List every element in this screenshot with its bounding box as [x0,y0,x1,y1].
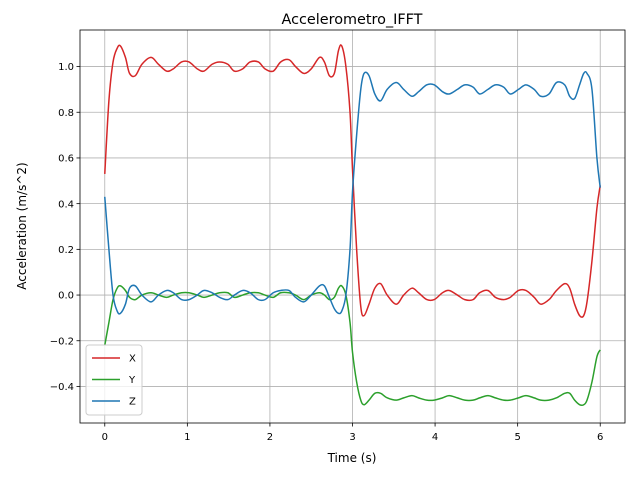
series-line-x [104,44,601,318]
x-axis-label: Time (s) [327,451,377,465]
x-tick-label: 5 [514,432,520,443]
x-tick-label: 4 [432,432,438,443]
y-axis-label: Acceleration (m/s^2) [15,162,29,289]
grid-lines [80,30,625,423]
legend: XYZ [85,344,143,416]
plot-series [104,44,601,407]
x-tick-label: 3 [349,432,355,443]
x-tick-label: 2 [267,432,273,443]
y-tick-label: 0.2 [58,245,74,256]
series-line-z [104,70,601,315]
y-tick-label: 1.0 [58,62,74,73]
x-tick-label: 6 [597,432,603,443]
x-tick-label: 0 [102,432,108,443]
legend-label-x: X [129,354,136,365]
y-axis-ticks: −0.4 −0.2 0.0 0.2 0.4 0.6 0.8 1.0 [50,62,80,393]
x-axis-ticks: 0 1 2 3 4 5 6 [102,423,603,443]
y-tick-label: −0.2 [50,336,74,347]
series-line-y [104,284,601,407]
y-tick-label: −0.4 [50,382,74,393]
legend-label-z: Z [129,397,136,408]
chart-title: Accelerometro_IFFT [282,12,423,28]
legend-label-y: Y [128,375,136,386]
y-tick-label: 0.0 [58,291,74,302]
y-tick-label: 0.4 [58,199,74,210]
y-tick-label: 0.6 [58,154,74,165]
x-tick-label: 1 [184,432,190,443]
y-tick-label: 0.8 [58,108,74,119]
